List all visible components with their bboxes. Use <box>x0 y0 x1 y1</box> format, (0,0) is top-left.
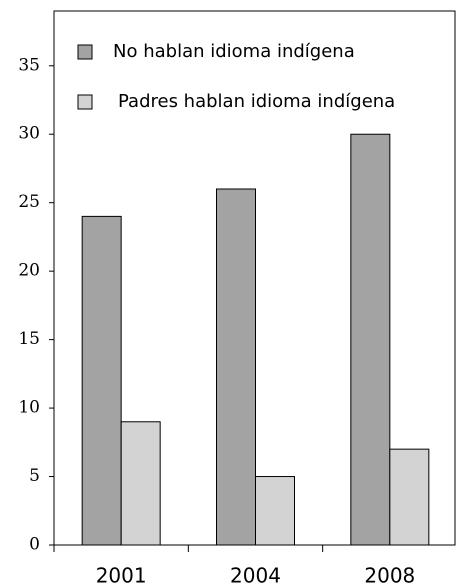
y-tick-label: 5 <box>29 466 40 486</box>
y-tick-label: 30 <box>18 124 40 144</box>
legend-label: No hablan idioma indígena <box>113 41 355 62</box>
y-tick-label: 20 <box>18 261 40 281</box>
y-tick-label: 15 <box>18 329 40 349</box>
bar <box>255 476 295 546</box>
x-tick-label: 2001 <box>96 564 147 588</box>
y-tick-label: 25 <box>18 192 40 212</box>
legend-swatch <box>77 94 93 110</box>
legend-swatch <box>77 44 93 60</box>
bar <box>81 215 122 546</box>
bar <box>389 448 430 546</box>
bar <box>350 133 391 546</box>
legend-label: Padres hablan idioma indígena <box>118 91 395 112</box>
x-tick-label: 2008 <box>364 564 415 588</box>
y-tick-label: 35 <box>18 55 40 75</box>
bar <box>216 188 256 546</box>
bar <box>120 421 161 546</box>
x-tick-label: 2004 <box>230 564 281 588</box>
y-tick-label: 0 <box>29 535 40 555</box>
y-tick-label: 10 <box>18 398 40 418</box>
